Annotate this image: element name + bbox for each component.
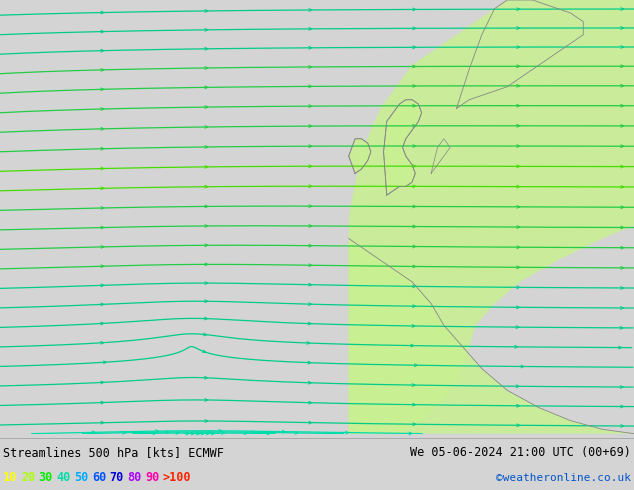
Text: 30: 30 (39, 471, 53, 484)
Polygon shape (349, 0, 634, 434)
Text: 10: 10 (3, 471, 17, 484)
Text: We 05-06-2024 21:00 UTC (00+69): We 05-06-2024 21:00 UTC (00+69) (410, 446, 631, 459)
Polygon shape (349, 139, 371, 173)
Text: 60: 60 (92, 471, 106, 484)
Text: >100: >100 (163, 471, 191, 484)
Text: ©weatheronline.co.uk: ©weatheronline.co.uk (496, 472, 631, 483)
Text: 20: 20 (21, 471, 35, 484)
Polygon shape (349, 239, 634, 434)
Text: 90: 90 (145, 471, 159, 484)
Text: 80: 80 (127, 471, 141, 484)
Text: 40: 40 (56, 471, 70, 484)
Polygon shape (384, 100, 422, 195)
Text: Streamlines 500 hPa [kts] ECMWF: Streamlines 500 hPa [kts] ECMWF (3, 446, 224, 459)
Text: 70: 70 (110, 471, 124, 484)
Text: 50: 50 (74, 471, 88, 484)
